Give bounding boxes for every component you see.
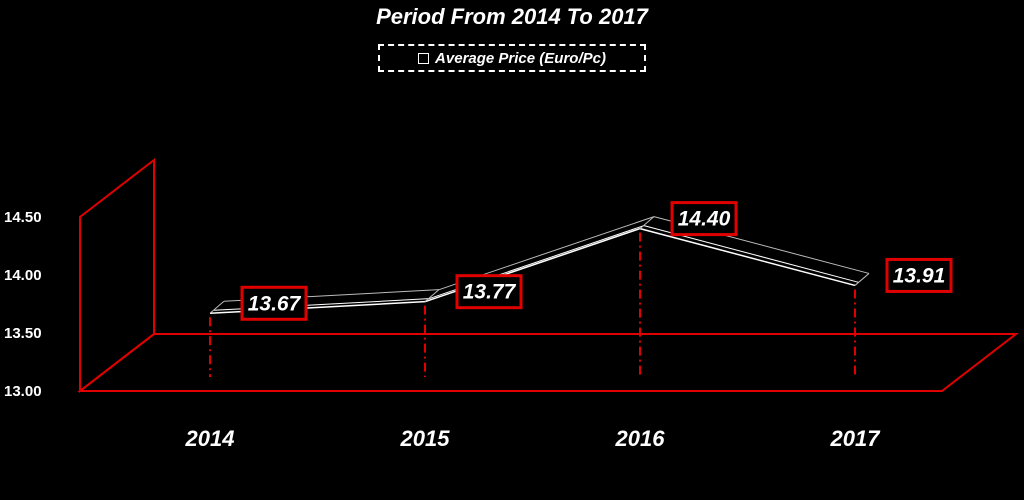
x-tick-label: 2017: [830, 426, 882, 451]
x-tick-label: 2016: [615, 426, 666, 451]
y-tick-label: 13.50: [4, 325, 42, 342]
data-label: 13.67: [248, 292, 302, 315]
data-label: 14.40: [678, 208, 731, 231]
y-tick-label: 14.50: [4, 209, 42, 226]
x-tick-label: 2014: [185, 426, 235, 451]
y-tick-label: 13.00: [4, 383, 42, 400]
legend-label: Average Price (Euro/Pc): [435, 49, 606, 67]
y-tick-label: 14.00: [4, 267, 42, 284]
data-label: 13.91: [893, 264, 946, 287]
data-label-box: [885, 257, 953, 293]
legend-swatch-icon: [418, 52, 430, 64]
chart-legend: Average Price (Euro/Pc): [378, 44, 646, 72]
chart-title: Period From 2014 To 2017: [376, 4, 648, 29]
data-label-box: [670, 201, 738, 237]
series-depth-edge: [424, 289, 440, 303]
series-depth-edge: [854, 273, 870, 286]
chart-back-wall: [79, 157, 155, 394]
x-tick-label: 2015: [400, 426, 451, 451]
series-depth-edge: [639, 216, 655, 229]
series-depth-edge: [209, 300, 225, 314]
series-line-segment: [639, 227, 856, 287]
chart-floor: [77, 333, 1019, 392]
data-label-box: [240, 285, 308, 321]
data-label-box: [455, 274, 523, 310]
data-label: 13.77: [463, 281, 517, 304]
